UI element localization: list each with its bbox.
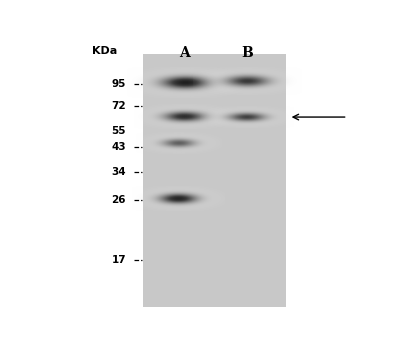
Text: A: A xyxy=(180,46,190,60)
Text: 95: 95 xyxy=(112,79,126,89)
Text: 17: 17 xyxy=(111,255,126,265)
Text: 34: 34 xyxy=(111,167,126,177)
Text: 72: 72 xyxy=(111,101,126,111)
Bar xyxy=(143,54,286,307)
Text: 55: 55 xyxy=(112,126,126,136)
Text: KDa: KDa xyxy=(92,46,117,56)
Text: 43: 43 xyxy=(111,142,126,152)
Text: B: B xyxy=(241,46,253,60)
Text: 26: 26 xyxy=(112,195,126,205)
